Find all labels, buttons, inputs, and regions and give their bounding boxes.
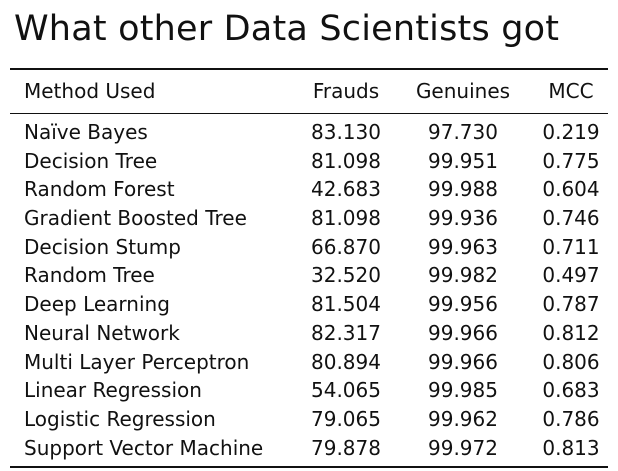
cell-method: Naïve Bayes — [24, 120, 148, 144]
cell-mcc: 0.775 — [542, 148, 600, 173]
cell-mcc: 0.711 — [542, 234, 600, 259]
cell-genuines: 99.972 — [428, 435, 498, 460]
cell-mcc: 0.746 — [542, 206, 600, 231]
table-row: Decision Tree 81.098 99.951 0.775 — [0, 147, 618, 176]
cell-genuines: 99.966 — [428, 349, 498, 374]
table-row: Naïve Bayes 83.130 97.730 0.219 — [0, 118, 618, 147]
cell-mcc: 0.786 — [542, 406, 600, 431]
cell-frauds: 79.065 — [311, 406, 381, 431]
cell-method: Support Vector Machine — [24, 435, 264, 460]
table-row: Linear Regression 54.065 99.985 0.683 — [0, 376, 618, 405]
cell-genuines: 99.988 — [428, 177, 498, 202]
cell-mcc: 0.497 — [542, 263, 600, 288]
header-mcc: MCC — [548, 79, 594, 103]
table-header-rule — [10, 113, 608, 114]
cell-frauds: 42.683 — [311, 177, 381, 202]
cell-method: Deep Learning — [24, 292, 170, 317]
cell-genuines: 99.962 — [428, 406, 498, 431]
cell-genuines: 97.730 — [428, 120, 498, 144]
cell-genuines: 99.956 — [428, 292, 498, 317]
table-row: Neural Network 82.317 99.966 0.812 — [0, 319, 618, 348]
cell-method: Decision Tree — [24, 148, 158, 173]
cell-frauds: 81.098 — [311, 148, 381, 173]
cell-method: Random Tree — [24, 263, 155, 288]
cell-mcc: 0.683 — [542, 378, 600, 403]
table-top-rule — [10, 68, 608, 70]
cell-method: Neural Network — [24, 320, 180, 345]
header-frauds: Frauds — [312, 79, 380, 103]
cell-frauds: 81.098 — [311, 206, 381, 231]
table-bottom-rule — [10, 466, 608, 468]
cell-frauds: 79.878 — [311, 435, 381, 460]
table-body: Naïve Bayes 83.130 97.730 0.219 Decision Tre… — [0, 118, 618, 462]
cell-frauds: 83.130 — [311, 120, 381, 144]
cell-method: Multi Layer Perceptron — [24, 349, 250, 374]
table-row: Logistic Regression 79.065 99.962 0.786 — [0, 405, 618, 434]
header-genuines: Genuines — [415, 79, 511, 103]
table-row: Gradient Boosted Tree 81.098 99.936 0.746 — [0, 204, 618, 233]
cell-genuines: 99.951 — [428, 148, 498, 173]
cell-method: Gradient Boosted Tree — [24, 206, 247, 231]
cell-mcc: 0.812 — [542, 320, 600, 345]
cell-method: Linear Regression — [24, 378, 202, 403]
cell-frauds: 81.504 — [311, 292, 381, 317]
cell-method: Logistic Regression — [24, 406, 216, 431]
cell-frauds: 32.520 — [311, 263, 381, 288]
cell-frauds: 66.870 — [311, 234, 381, 259]
cell-frauds: 82.317 — [311, 320, 381, 345]
cell-mcc: 0.813 — [542, 435, 600, 460]
cell-genuines: 99.985 — [428, 378, 498, 403]
cell-mcc: 0.219 — [542, 120, 600, 144]
cell-genuines: 99.982 — [428, 263, 498, 288]
table-row: Random Tree 32.520 99.982 0.497 — [0, 261, 618, 290]
table-row: Multi Layer Perceptron 80.894 99.966 0.806 — [0, 348, 618, 377]
slide-title: What other Data Scientists got — [14, 9, 560, 49]
cell-mcc: 0.604 — [542, 177, 600, 202]
table-row: Support Vector Machine 79.878 99.972 0.813 — [0, 434, 618, 463]
cell-frauds: 54.065 — [311, 378, 381, 403]
cell-genuines: 99.936 — [428, 206, 498, 231]
cell-method: Random Forest — [24, 177, 175, 202]
table-row: Deep Learning 81.504 99.956 0.787 — [0, 290, 618, 319]
table-header-row: Method Used Frauds Genuines MCC — [0, 76, 618, 106]
cell-mcc: 0.787 — [542, 292, 600, 317]
cell-mcc: 0.806 — [542, 349, 600, 374]
cell-method: Decision Stump — [24, 234, 181, 259]
cell-genuines: 99.966 — [428, 320, 498, 345]
cell-genuines: 99.963 — [428, 234, 498, 259]
table-row: Random Forest 42.683 99.988 0.604 — [0, 175, 618, 204]
table-row: Decision Stump 66.870 99.963 0.711 — [0, 233, 618, 262]
cell-frauds: 80.894 — [311, 349, 381, 374]
header-method: Method Used — [24, 79, 156, 103]
